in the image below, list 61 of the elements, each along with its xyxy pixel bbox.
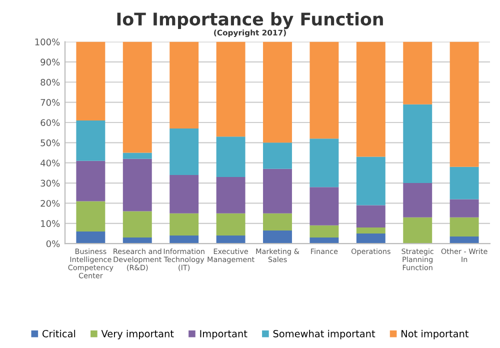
bar <box>216 176 246 214</box>
y-tick-label: 30% <box>40 180 60 187</box>
bar <box>263 213 292 230</box>
bar <box>403 217 432 244</box>
bar <box>450 42 479 167</box>
bar <box>356 42 386 157</box>
y-tick-label: 100% <box>35 38 60 46</box>
bar <box>356 227 386 234</box>
legend-label: Critical <box>42 330 76 338</box>
bar <box>356 234 386 244</box>
legend-label: Very important <box>101 330 174 340</box>
bar <box>403 42 432 104</box>
bar <box>310 238 339 244</box>
legend-label: Important <box>200 330 248 340</box>
bar <box>450 217 479 237</box>
bar <box>170 236 199 244</box>
bar <box>122 152 152 159</box>
bar <box>122 238 152 244</box>
bar <box>310 225 339 238</box>
bar <box>450 199 479 218</box>
bar <box>310 138 339 188</box>
bar <box>263 142 292 169</box>
bar <box>403 104 432 184</box>
y-tick-label: 60% <box>40 119 60 126</box>
bar <box>170 174 199 214</box>
bar <box>403 183 432 218</box>
chart-title: IoT Importance by Function <box>117 12 383 30</box>
bar <box>76 160 106 202</box>
bar <box>356 205 386 228</box>
legend-label: Not important <box>402 330 469 340</box>
y-tick-label: 90% <box>40 58 60 66</box>
bar <box>170 213 199 236</box>
bar <box>310 187 339 226</box>
bar <box>263 168 292 214</box>
bar <box>170 128 199 175</box>
bar <box>216 236 246 244</box>
bar <box>216 42 246 137</box>
y-tick-label: 50% <box>40 139 60 146</box>
bar <box>216 213 246 236</box>
bar <box>122 158 152 212</box>
bar <box>263 42 292 143</box>
bar <box>76 201 106 232</box>
y-tick-label: 80% <box>40 78 60 86</box>
y-tick-label: 40% <box>40 160 60 166</box>
bar <box>122 42 152 153</box>
bar <box>356 156 386 206</box>
legend-label: Somewhat important <box>273 330 376 340</box>
bar <box>450 236 479 244</box>
bar <box>76 42 106 120</box>
bar <box>216 136 246 177</box>
bar <box>450 166 479 200</box>
y-tick-label: 70% <box>40 99 60 106</box>
y-tick-label: 0% <box>46 240 60 248</box>
bar <box>122 211 152 238</box>
bar <box>170 42 199 129</box>
y-tick-label: 10% <box>41 220 60 227</box>
bar <box>76 231 106 244</box>
bar <box>310 42 339 139</box>
bar <box>263 230 292 244</box>
y-tick-label: 20% <box>40 200 60 207</box>
bar <box>76 120 106 161</box>
